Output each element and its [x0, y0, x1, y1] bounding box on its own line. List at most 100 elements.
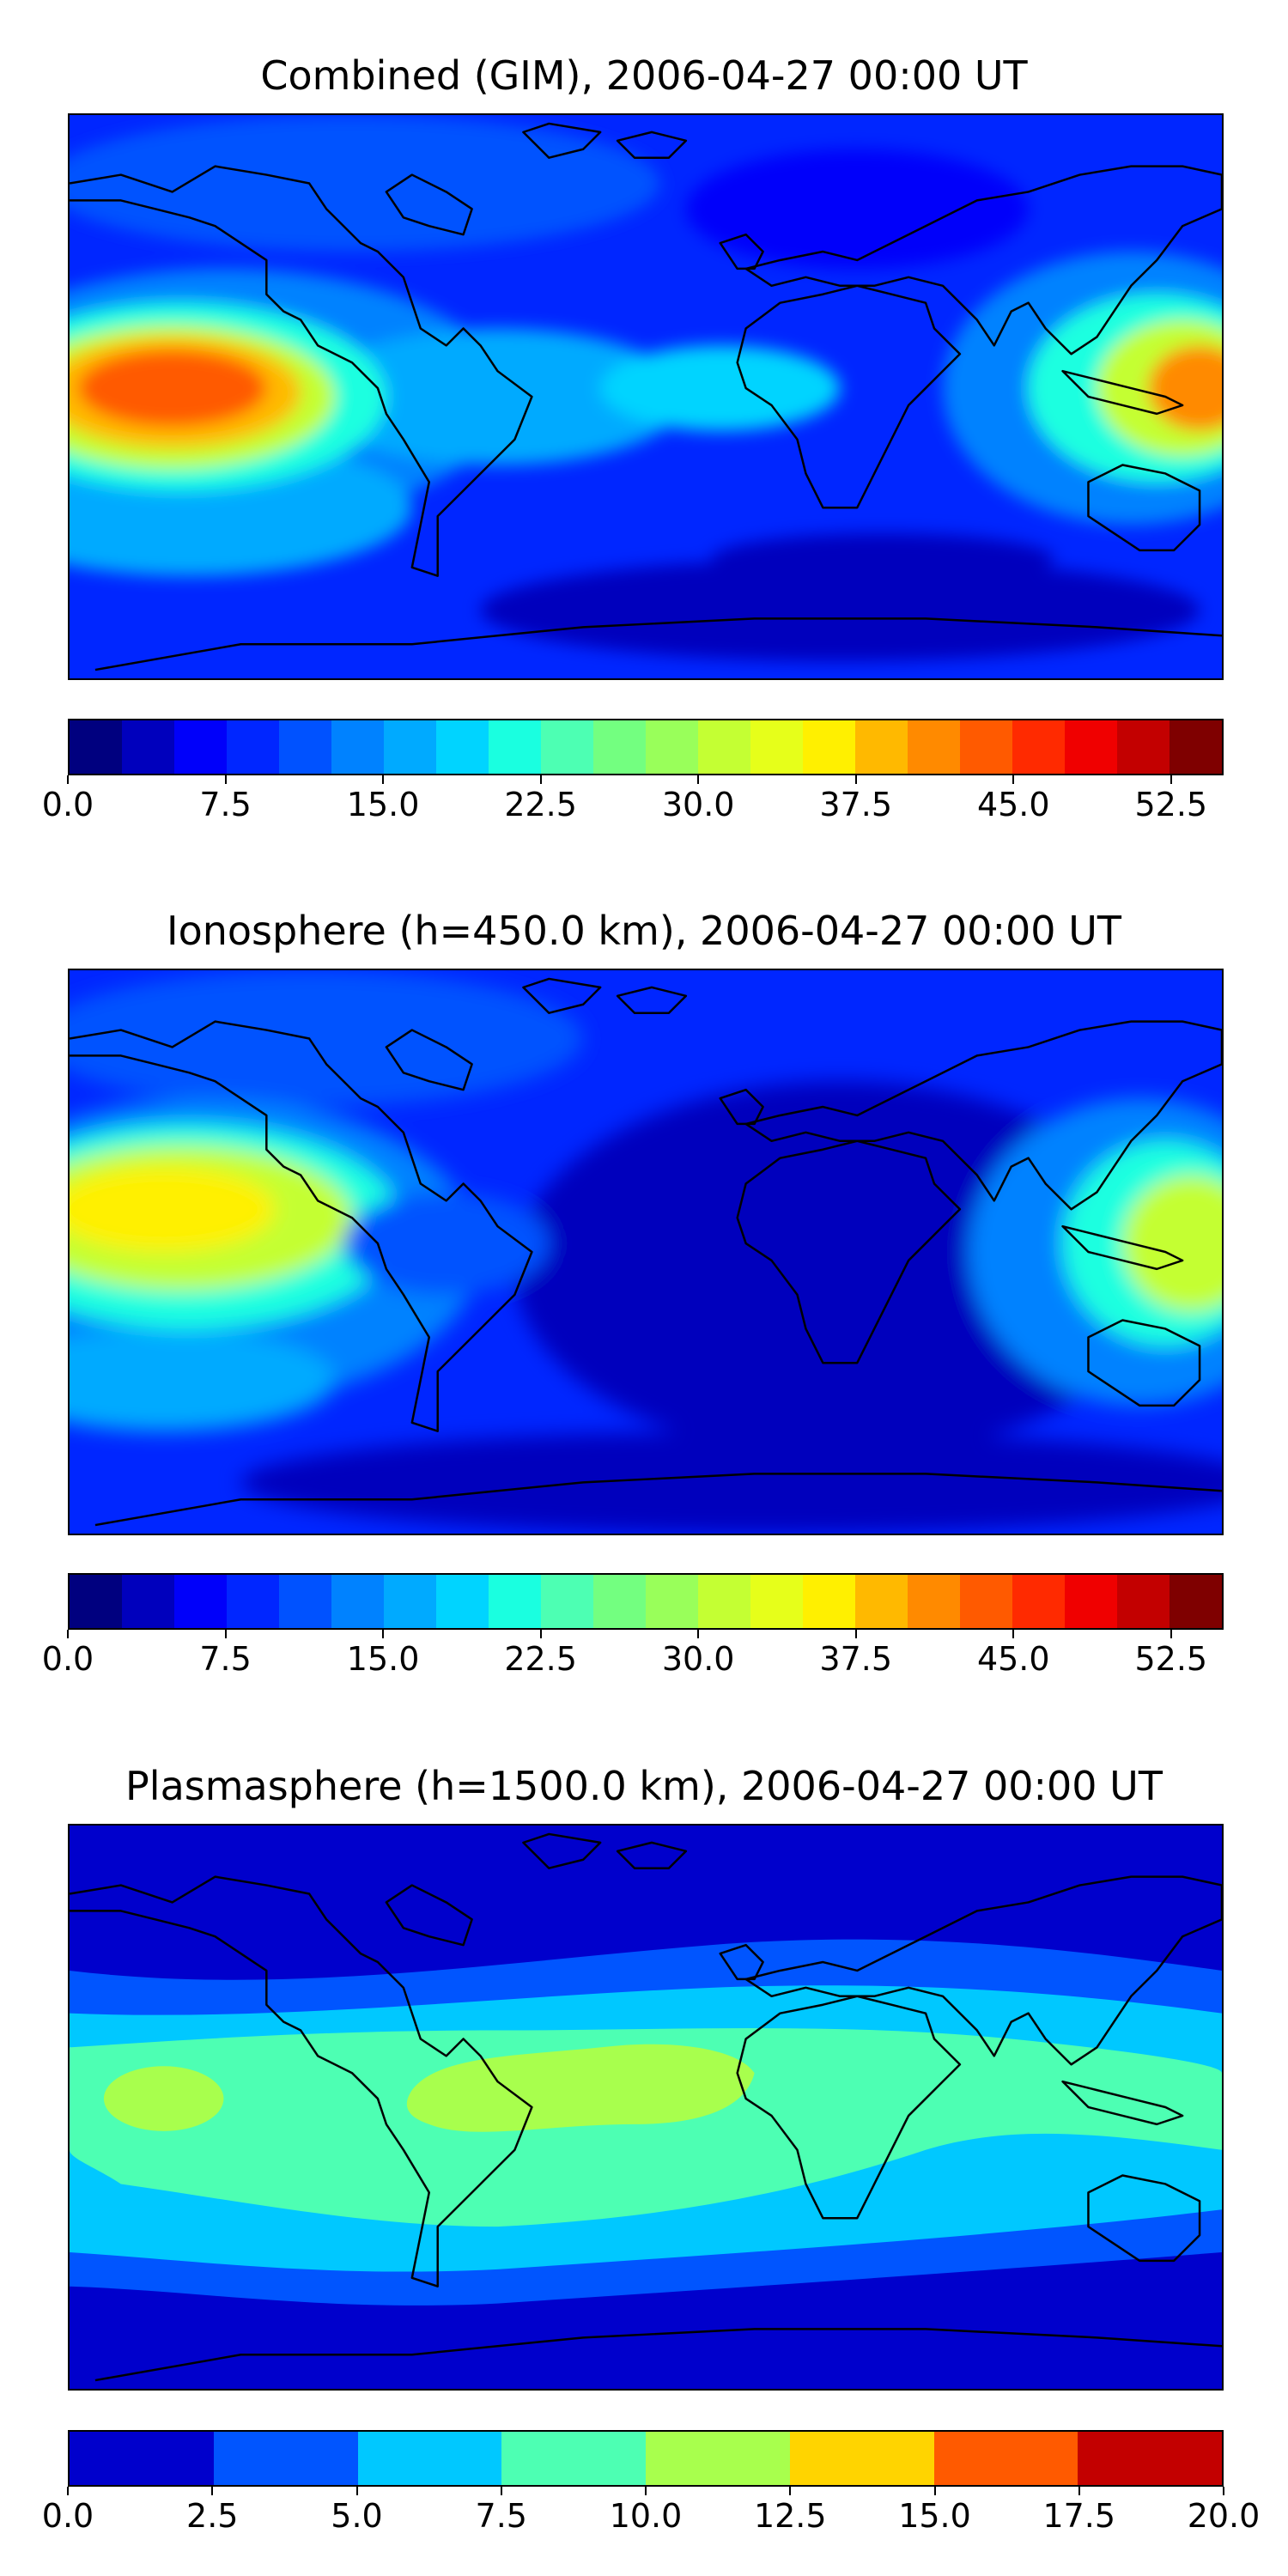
colorbar-swatch: [436, 720, 489, 774]
colorbar-swatch: [436, 1575, 489, 1628]
colorbar-swatch: [960, 1575, 1012, 1628]
colorbar-swatch: [174, 720, 227, 774]
colorbar-swatch: [489, 720, 541, 774]
colorbar-tick-label: 10.0: [609, 2497, 683, 2535]
colorbar-swatch: [960, 720, 1012, 774]
colorbar-tick: [500, 2487, 502, 2495]
colorbar-tick: [789, 2487, 792, 2495]
colorbar-swatch: [646, 2432, 790, 2485]
colorbar-swatch: [933, 2432, 1078, 2485]
colorbar-swatch: [227, 1575, 279, 1628]
colorbar-swatch: [279, 720, 331, 774]
colorbar-swatch: [750, 720, 803, 774]
colorbar-tick-label: 52.5: [1134, 786, 1208, 823]
colorbar-tick-label: 15.0: [898, 2497, 971, 2535]
colorbar-swatch: [227, 720, 279, 774]
colorbar-tick-label: 5.0: [331, 2497, 383, 2535]
colorbar-swatch: [593, 1575, 646, 1628]
ionosphere-colorbar: [68, 1573, 1224, 1630]
colorbar-swatch: [803, 1575, 855, 1628]
colorbar-swatch: [122, 720, 174, 774]
colorbar-tick: [1170, 775, 1172, 784]
colorbar-tick: [1012, 775, 1015, 784]
colorbar-swatch: [70, 720, 122, 774]
colorbar-tick-label: 37.5: [819, 786, 893, 823]
colorbar-swatch: [541, 720, 593, 774]
colorbar-tick: [382, 775, 385, 784]
plasmasphere-map-field: [70, 1826, 1222, 2389]
colorbar-tick-label: 17.5: [1042, 2497, 1116, 2535]
combined-map-field: [70, 115, 1222, 678]
colorbar-tick: [1012, 1630, 1015, 1638]
colorbar-tick: [1170, 1630, 1172, 1638]
colorbar-tick-label: 12.5: [753, 2497, 827, 2535]
coastlines: [70, 1832, 1222, 2382]
colorbar-swatch: [384, 720, 436, 774]
colorbar-swatch: [908, 720, 960, 774]
colorbar-swatch: [331, 1575, 384, 1628]
colorbar-tick-label: 30.0: [661, 786, 735, 823]
colorbar-tick-label: 0.0: [41, 1640, 94, 1678]
colorbar-tick: [211, 2487, 214, 2495]
colorbar-swatch: [1065, 1575, 1117, 1628]
coastlines: [70, 122, 1222, 671]
colorbar-tick-label: 15.0: [346, 786, 420, 823]
combined-colorbar: [68, 719, 1224, 775]
colorbar-swatch: [1170, 1575, 1222, 1628]
colorbar-swatch: [698, 720, 750, 774]
panel-2-title: Ionosphere (h=450.0 km), 2006-04-27 00:0…: [167, 908, 1121, 954]
colorbar-tick: [697, 775, 700, 784]
colorbar-swatch: [698, 1575, 750, 1628]
plasmasphere-tec-map: [68, 1824, 1224, 2391]
colorbar-tick: [67, 775, 69, 784]
colorbar-tick: [224, 1630, 227, 1638]
colorbar-tick: [645, 2487, 647, 2495]
panel-3-title: Plasmasphere (h=1500.0 km), 2006-04-27 0…: [125, 1763, 1163, 1809]
colorbar-tick-label: 37.5: [819, 1640, 893, 1678]
colorbar-swatch: [1012, 720, 1065, 774]
colorbar-tick-label: 7.5: [199, 1640, 252, 1678]
colorbar-tick: [1223, 2487, 1224, 2495]
colorbar-swatch: [541, 1575, 593, 1628]
colorbar-swatch: [1078, 2432, 1222, 2485]
colorbar-swatch: [357, 2432, 502, 2485]
ionosphere-map-field: [70, 970, 1222, 1534]
colorbar-swatch: [1170, 720, 1222, 774]
colorbar-tick: [1078, 2487, 1080, 2495]
colorbar-swatch: [855, 1575, 908, 1628]
colorbar-swatch: [279, 1575, 331, 1628]
colorbar-swatch: [489, 1575, 541, 1628]
colorbar-tick-label: 45.0: [976, 1640, 1050, 1678]
colorbar-swatch: [213, 2432, 358, 2485]
colorbar-swatch: [750, 1575, 803, 1628]
colorbar-swatch: [122, 1575, 174, 1628]
colorbar-swatch: [174, 1575, 227, 1628]
colorbar-swatch: [593, 720, 646, 774]
colorbar-tick: [539, 1630, 542, 1638]
colorbar-swatch: [646, 1575, 698, 1628]
colorbar-swatch: [855, 720, 908, 774]
colorbar-tick: [67, 2487, 69, 2495]
colorbar-swatch: [803, 720, 855, 774]
colorbar-swatch: [70, 1575, 122, 1628]
colorbar-tick-label: 45.0: [976, 786, 1050, 823]
colorbar-swatch: [1012, 1575, 1065, 1628]
colorbar-swatch: [70, 2432, 214, 2485]
colorbar-tick: [355, 2487, 358, 2495]
colorbar-swatch: [1065, 720, 1117, 774]
coastlines: [70, 977, 1222, 1527]
colorbar-tick: [224, 775, 227, 784]
panel-1-title: Combined (GIM), 2006-04-27 00:00 UT: [260, 52, 1028, 99]
colorbar-tick-label: 30.0: [661, 1640, 735, 1678]
colorbar-tick-label: 2.5: [186, 2497, 239, 2535]
combined-tec-map: [68, 113, 1224, 680]
colorbar-swatch: [789, 2432, 934, 2485]
colorbar-tick: [697, 1630, 700, 1638]
plasmasphere-colorbar: [68, 2430, 1224, 2487]
colorbar-tick-label: 0.0: [41, 786, 94, 823]
colorbar-swatch: [501, 2432, 646, 2485]
colorbar-swatch: [646, 720, 698, 774]
colorbar-swatch: [1117, 1575, 1170, 1628]
colorbar-tick: [67, 1630, 69, 1638]
colorbar-swatch: [1117, 720, 1170, 774]
